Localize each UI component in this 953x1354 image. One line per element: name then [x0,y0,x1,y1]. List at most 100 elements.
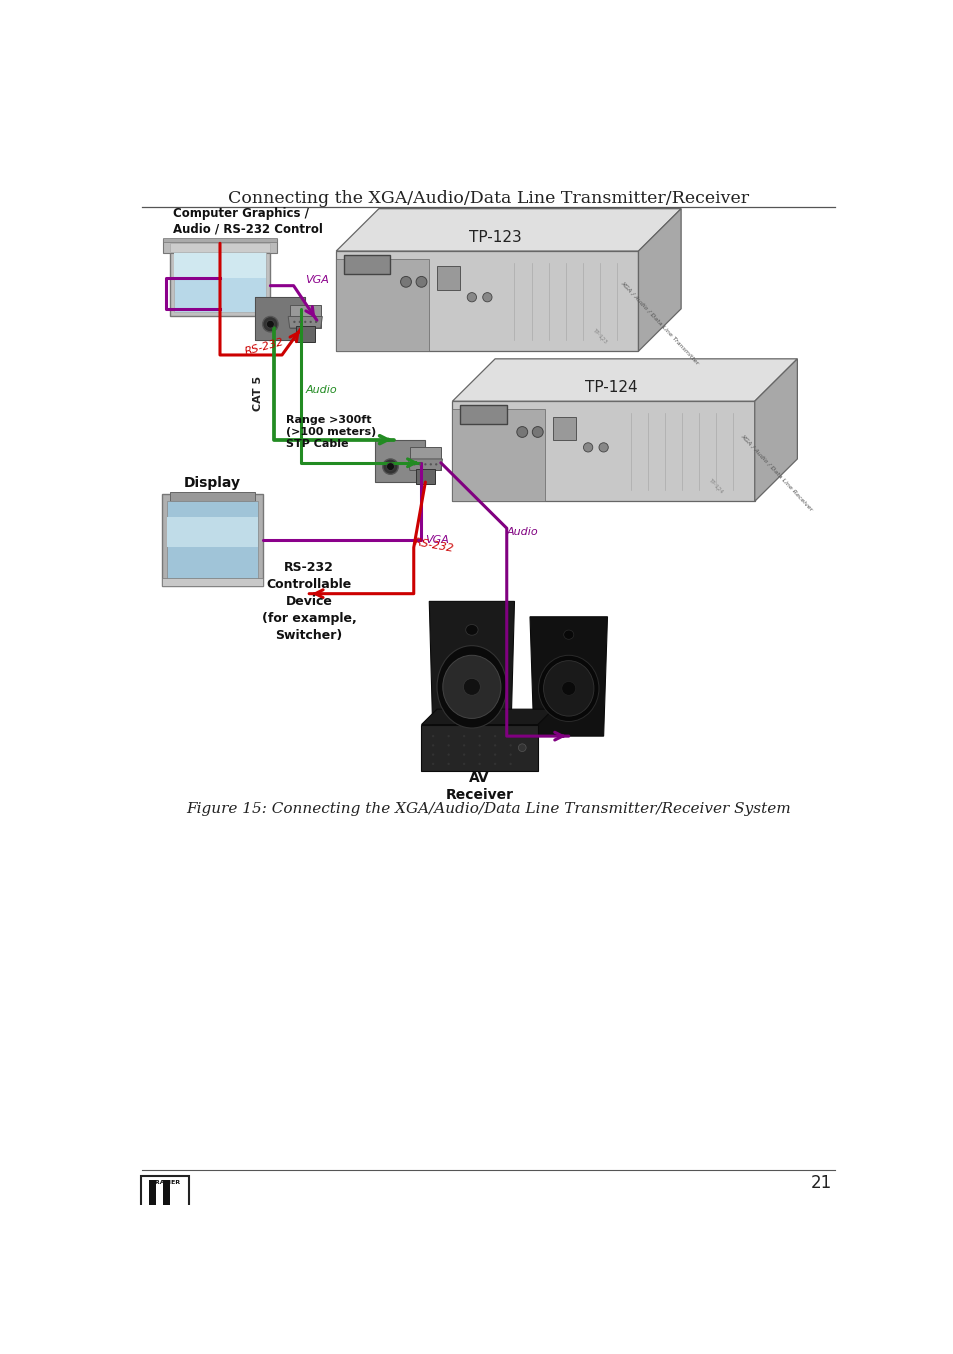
Text: TP-124: TP-124 [707,477,723,494]
Bar [459,405,506,424]
Polygon shape [421,724,537,770]
Text: TP-123: TP-123 [591,328,607,344]
Text: TP-124: TP-124 [584,380,637,395]
Ellipse shape [478,762,480,765]
Bar [459,405,506,424]
Text: TP-123: TP-123 [468,230,521,245]
Text: Connecting the XGA/Audio/Data Line Transmitter/Receiver: Connecting the XGA/Audio/Data Line Trans… [228,190,749,207]
Polygon shape [754,359,797,501]
Polygon shape [335,250,638,351]
Ellipse shape [429,463,432,466]
Ellipse shape [435,463,436,466]
Text: Range >300ft
(>100 meters)
STP Cable: Range >300ft (>100 meters) STP Cable [286,414,375,450]
Bar [167,517,257,547]
Polygon shape [288,317,322,328]
Ellipse shape [517,743,525,751]
Ellipse shape [478,735,480,738]
Polygon shape [429,601,514,743]
Bar [174,244,266,278]
Text: Computer Graphics /
Audio / RS-232 Control: Computer Graphics / Audio / RS-232 Contr… [173,207,323,236]
Ellipse shape [482,292,492,302]
Bar [174,244,266,311]
Bar [162,578,262,586]
Bar [344,255,390,274]
Text: VGA: VGA [425,535,449,544]
Bar [295,326,315,343]
Text: XGA / Audio / Data Line Transmitter: XGA / Audio / Data Line Transmitter [619,280,700,366]
Ellipse shape [494,762,496,765]
Ellipse shape [400,276,411,287]
Ellipse shape [463,678,480,696]
Text: KRAMER: KRAMER [150,1181,180,1185]
Bar [335,259,429,351]
Ellipse shape [447,762,449,765]
Ellipse shape [494,753,496,756]
Polygon shape [421,709,553,724]
Bar [344,255,390,274]
Bar [290,305,320,328]
Bar [204,500,220,517]
Polygon shape [335,209,680,250]
Ellipse shape [509,735,511,738]
Text: 21: 21 [810,1174,831,1192]
Ellipse shape [494,735,496,738]
Ellipse shape [432,753,434,756]
Ellipse shape [424,463,426,466]
Ellipse shape [436,646,506,728]
Ellipse shape [543,661,594,716]
Text: AV
Receiver: AV Receiver [445,770,513,802]
Bar [553,417,576,440]
Ellipse shape [447,745,449,746]
Ellipse shape [298,321,301,324]
Bar [410,447,440,470]
Bar [163,240,276,253]
Ellipse shape [532,427,542,437]
Ellipse shape [494,745,496,746]
Text: Display: Display [184,475,240,490]
Ellipse shape [293,321,295,324]
Bar [436,267,459,290]
Polygon shape [452,359,797,401]
Ellipse shape [442,655,500,719]
Ellipse shape [509,753,511,756]
Ellipse shape [432,735,434,738]
Ellipse shape [304,321,306,324]
Ellipse shape [418,463,420,466]
Text: Audio: Audio [305,385,336,394]
Ellipse shape [563,630,573,639]
Ellipse shape [462,745,465,746]
Text: VGA: VGA [305,275,329,286]
Text: Audio: Audio [506,527,537,538]
Bar [254,298,305,340]
Text: CAT 5: CAT 5 [253,376,262,412]
Bar [141,1175,189,1215]
Bar [149,1181,156,1209]
Ellipse shape [314,321,317,324]
Ellipse shape [467,292,476,302]
Text: Figure 15: Connecting the XGA/Audio/Data Line Transmitter/Receiver System: Figure 15: Connecting the XGA/Audio/Data… [187,803,790,816]
Ellipse shape [462,762,465,765]
Ellipse shape [262,317,278,332]
Ellipse shape [537,655,598,722]
Text: XGA / Audio / Data Line Receiver: XGA / Audio / Data Line Receiver [739,433,813,512]
Polygon shape [408,459,442,470]
Bar [452,409,545,501]
Bar [162,1181,171,1209]
Ellipse shape [432,745,434,746]
Ellipse shape [561,681,575,696]
Ellipse shape [447,753,449,756]
Polygon shape [638,209,680,351]
Bar [375,440,425,482]
Ellipse shape [386,463,394,470]
Ellipse shape [432,762,434,765]
Ellipse shape [598,443,608,452]
Bar [162,494,262,586]
Text: RS-232
Controllable
Device
(for example,
Switcher): RS-232 Controllable Device (for example,… [261,561,356,642]
Ellipse shape [509,745,511,746]
Ellipse shape [509,762,511,765]
Ellipse shape [266,321,274,328]
Polygon shape [452,401,754,501]
Bar [416,468,435,485]
Bar [170,240,270,317]
Text: RS-232: RS-232 [243,337,284,357]
